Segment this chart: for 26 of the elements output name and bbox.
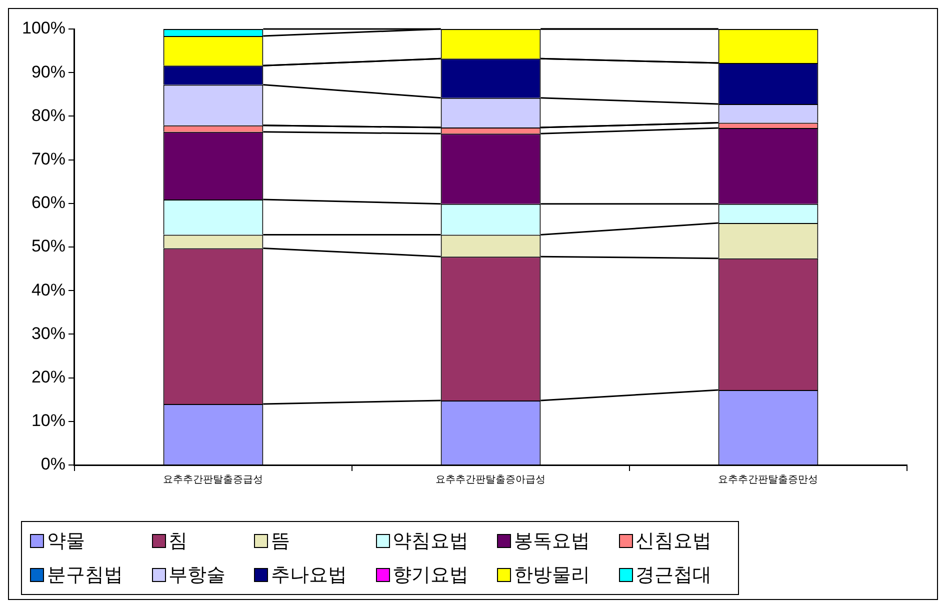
- y-tick-label: 100%: [22, 18, 66, 38]
- legend-label: 뜸: [271, 529, 290, 554]
- y-tick-label: 50%: [31, 236, 66, 256]
- legend-label: 약침요법: [392, 529, 468, 554]
- y-tick-label: 30%: [31, 324, 66, 343]
- legend-label: 부항술: [168, 563, 226, 588]
- legend-label: 분구침법: [47, 563, 123, 588]
- y-tick-label: 0%: [40, 454, 66, 474]
- y-tick-label: 70%: [31, 149, 66, 168]
- legend-label: 침: [168, 529, 188, 554]
- y-tick-label: 40%: [31, 280, 66, 300]
- y-tick-label: 90%: [31, 62, 66, 82]
- legend-label: 경근첩대: [636, 563, 712, 588]
- y-tick-label: 20%: [31, 367, 66, 386]
- legend-label: 약물: [47, 529, 85, 554]
- x-tick-label: 요추추간판탈출증만성: [718, 474, 818, 486]
- x-tick-label: 요추추간판탈출증아급성: [436, 474, 546, 486]
- legend-label: 봉독요법: [514, 529, 590, 554]
- legend-label: 한방물리: [514, 563, 590, 588]
- y-tick-label: 80%: [31, 106, 66, 125]
- y-tick-label: 60%: [31, 193, 66, 212]
- legend-label: 신침요법: [636, 529, 712, 554]
- x-tick-label: 요추추간판탈출증급성: [163, 474, 264, 486]
- legend-label: 향기요법: [392, 563, 468, 588]
- y-tick-label: 10%: [31, 411, 66, 430]
- legend-label: 추나요법: [271, 563, 347, 588]
